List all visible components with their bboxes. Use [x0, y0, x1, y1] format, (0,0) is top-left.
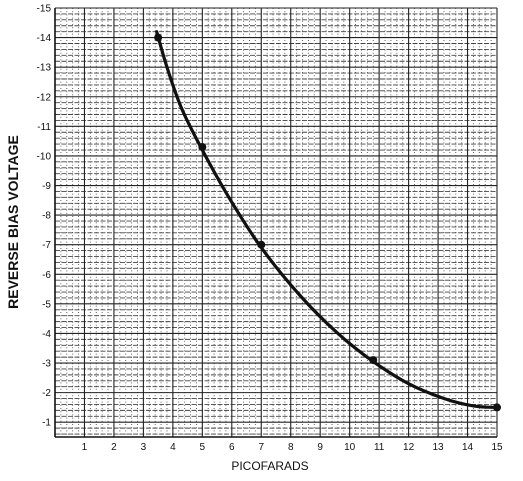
y-tick-label: -13 — [37, 63, 52, 74]
y-tick-label: -7 — [42, 240, 51, 251]
axes — [54, 8, 497, 438]
x-tick-label: 8 — [288, 442, 294, 453]
y-tick-label: -5 — [42, 299, 51, 310]
y-tick-label: -11 — [37, 122, 51, 133]
y-tick-label: -3 — [42, 359, 51, 370]
y-tick-label: -2 — [42, 388, 51, 399]
minor-grid — [55, 8, 497, 437]
x-tick-label: 15 — [491, 442, 503, 453]
x-tick-label: 1 — [82, 442, 88, 453]
data-point — [154, 33, 163, 42]
data-point — [257, 240, 266, 249]
series-curve — [155, 30, 499, 409]
x-tick-label: 11 — [374, 442, 385, 453]
y-tick-label: -1 — [42, 418, 51, 429]
x-tick-label: 5 — [200, 442, 206, 453]
x-tick-labels: 1 2 3 4 5 6 7 8 9 10 11 12 13 14 15 — [82, 442, 503, 453]
y-tick-label: -8 — [42, 211, 51, 222]
data-point — [369, 356, 378, 365]
series-markers — [154, 33, 501, 412]
x-axis-title: PICOFARADS — [231, 459, 308, 473]
x-tick-label: 7 — [258, 442, 264, 453]
data-point — [198, 143, 207, 152]
x-tick-label: 12 — [403, 442, 415, 453]
data-point — [493, 403, 501, 412]
y-tick-label: -12 — [37, 92, 52, 103]
y-tick-label: -15 — [37, 4, 52, 15]
y-tick-label: -14 — [37, 33, 52, 44]
x-tick-label: 3 — [141, 442, 147, 453]
y-axis-title: REVERSE BIAS VOLTAGE — [5, 135, 21, 309]
x-tick-label: 10 — [344, 442, 356, 453]
y-tick-label: -10 — [37, 151, 52, 162]
x-tick-label: 14 — [462, 442, 474, 453]
x-tick-label: 2 — [111, 442, 117, 453]
y-tick-labels: -1 -2 -3 -4 -5 -6 -7 -8 -9 -10 -11 -12 -13 -14 -15 — [37, 4, 52, 429]
y-tick-label: -4 — [42, 329, 51, 340]
y-tick-label: -6 — [42, 270, 51, 281]
x-tick-label: 4 — [170, 442, 176, 453]
x-tick-label: 9 — [317, 442, 323, 453]
x-tick-label: 6 — [229, 442, 235, 453]
x-tick-label: 13 — [433, 442, 445, 453]
major-grid — [55, 7, 498, 437]
y-tick-label: -9 — [42, 181, 51, 192]
